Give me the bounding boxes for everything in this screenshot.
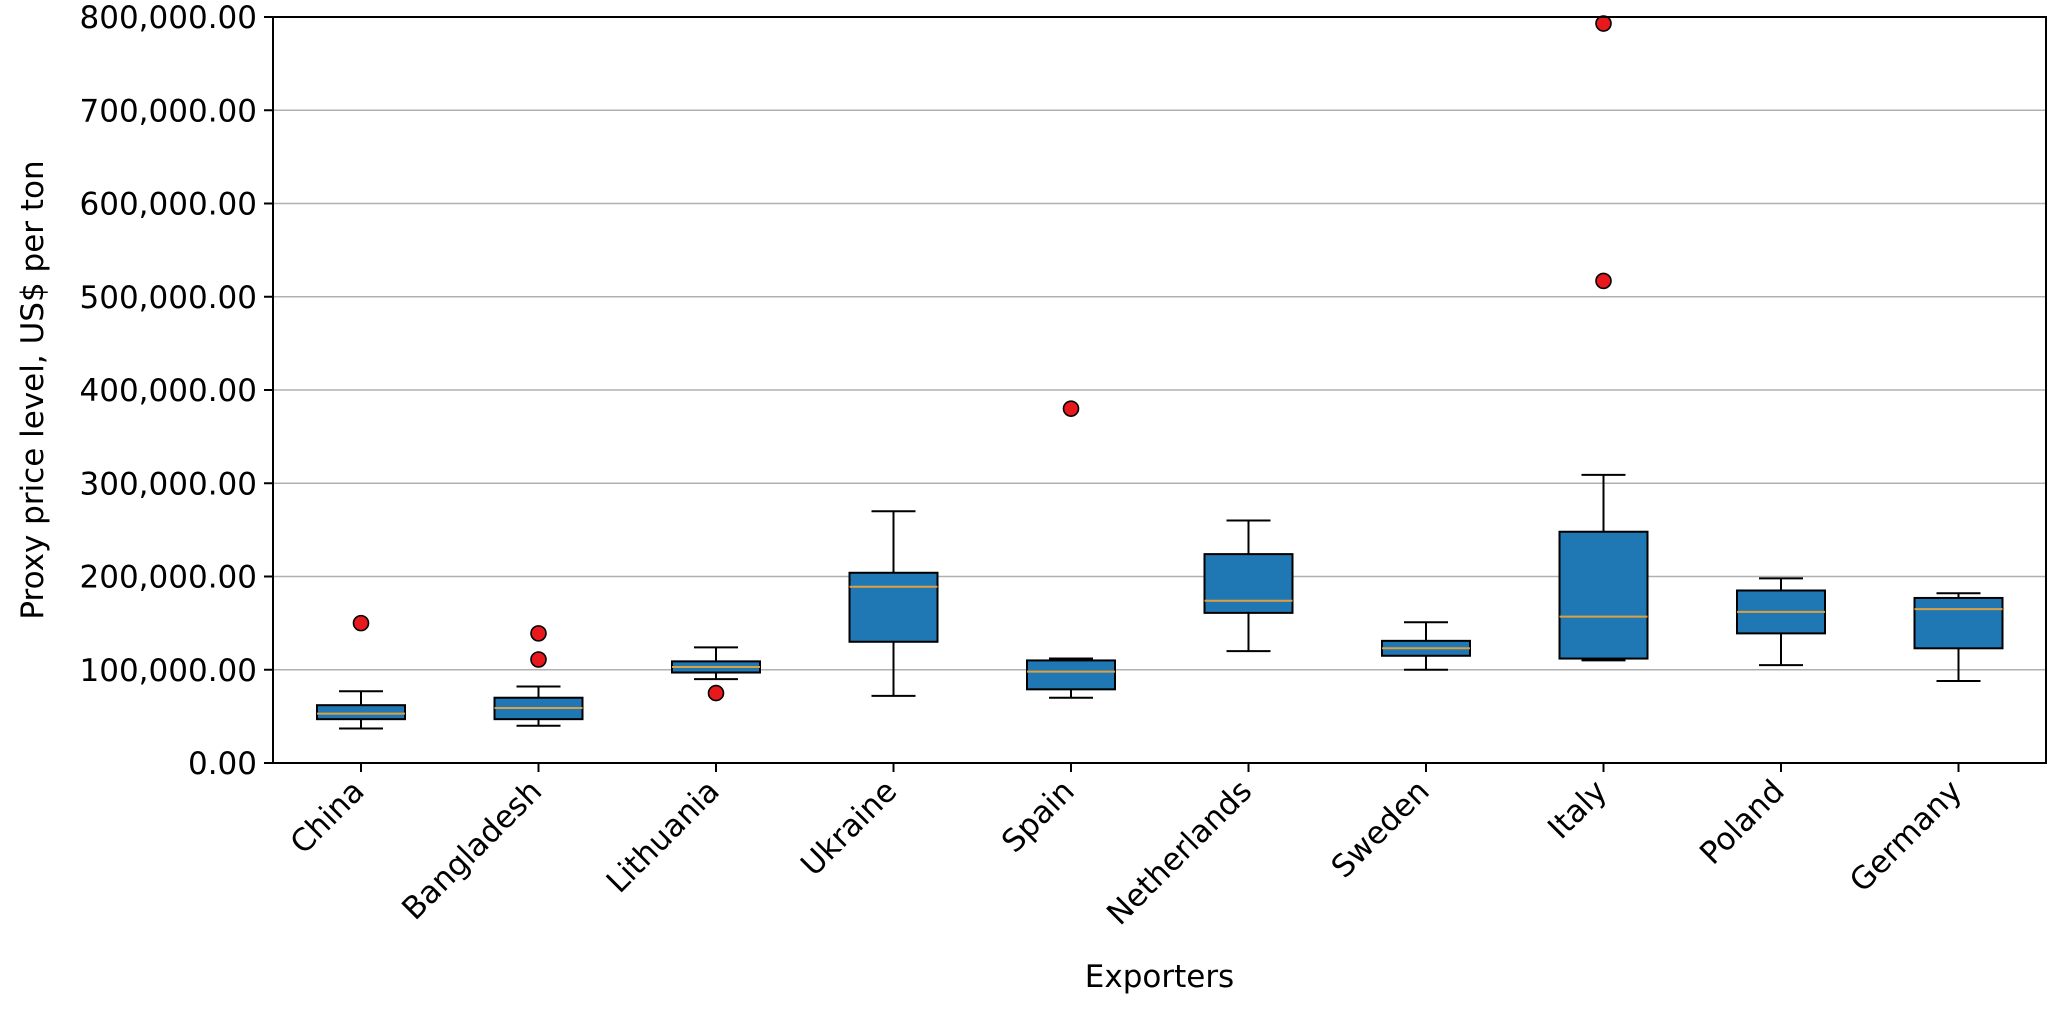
y-tick-label: 100,000.00 [80,653,258,689]
x-axis-ticks: China Bangladesh Lithuania Ukraine Spain Neth… [284,763,1969,932]
outlier-point [707,684,725,702]
x-tick-label: Italy [1541,773,1614,846]
y-tick-label: 600,000.00 [80,187,258,223]
y-axis-label: Proxy price level, US$ per ton [15,160,51,619]
x-tick-label: Sweden [1325,773,1437,885]
outlier-point [1062,400,1080,417]
y-tick-label: 300,000.00 [80,466,258,502]
y-tick-label: 800,000.00 [80,0,258,36]
iqr-box [1913,596,2004,650]
y-tick-label: 0.00 [188,746,257,782]
y-tick-label: 400,000.00 [80,373,258,409]
outlier-point [1595,272,1612,290]
box-china [316,614,406,730]
x-tick-label: China [284,773,372,861]
iqr-box [1558,530,1649,660]
iqr-box [1203,553,1294,614]
box-germany [1913,592,2004,682]
x-tick-label: Ukraine [794,773,904,883]
box-bangladesh [493,625,584,727]
box-sweden [1381,621,1471,671]
outlier-point [530,651,547,668]
box-netherlands [1203,519,1294,653]
x-tick-label: Netherlands [1100,773,1259,932]
y-tick-label: 700,000.00 [80,93,258,129]
iqr-box [316,704,406,721]
x-tick-label: Poland [1693,773,1792,872]
box-lithuania [671,646,761,702]
box-italy [1558,15,1649,662]
outlier-point [1595,15,1612,32]
x-tick-label: Lithuania [600,773,727,900]
box-ukraine [848,510,939,697]
outlier-point [352,614,370,632]
y-tick-label: 200,000.00 [80,560,258,596]
iqr-box [848,571,939,643]
y-tick-label: 500,000.00 [80,280,258,316]
box-spain [1026,400,1116,699]
box-poland [1736,577,1826,667]
x-tick-label: Germany [1843,773,1969,899]
y-axis-ticks: 0.00 100,000.00 200,000.00 300,000.00 400,00… [80,0,273,782]
x-tick-label: Spain [995,773,1082,860]
iqr-box [1026,659,1116,691]
boxes [316,15,2004,730]
x-tick-label: Bangladesh [395,773,549,927]
outlier-point [530,625,547,642]
x-axis-label: Exporters [1085,959,1234,995]
